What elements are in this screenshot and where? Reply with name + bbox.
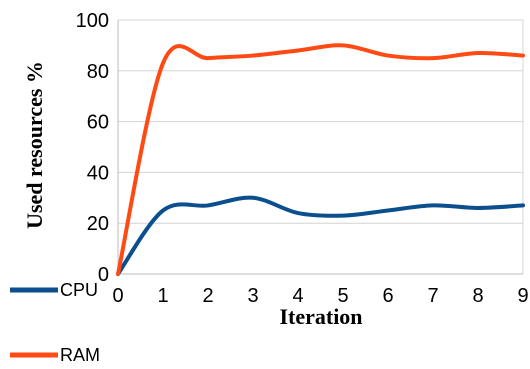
y-tick-label: 60 [87,112,109,134]
legend: CPU RAM [10,280,100,365]
x-axis-title: Iteration [279,304,362,329]
x-tick-label: 6 [382,285,393,307]
series-lines [116,43,525,276]
series-line-ram [116,43,525,276]
y-tick-label: 40 [87,162,109,184]
grid-lines [118,19,523,275]
x-tick-label: 2 [202,285,213,307]
x-tick-label: 7 [427,285,438,307]
y-tick-label: 0 [98,264,109,286]
x-tick-label: 4 [292,285,303,307]
x-tick-label: 8 [472,285,483,307]
series-line-cpu [116,195,525,276]
x-tick-label: 1 [157,285,168,307]
legend-label-cpu: CPU [60,280,98,300]
x-tick-label: 9 [517,285,528,307]
y-tick-label: 80 [87,61,109,83]
x-tick-label: 0 [112,285,123,307]
y-axis-title: Used resources % [22,61,47,229]
y-tick-label: 100 [76,10,109,32]
x-tick-label: 5 [337,285,348,307]
y-tick-labels: 0 20 40 60 80 100 [76,10,109,286]
x-tick-label: 3 [247,285,258,307]
y-tick-label: 20 [87,213,109,235]
plot-area [117,20,524,275]
x-tick-labels: 0 1 2 3 4 5 6 7 8 9 [112,285,528,307]
legend-label-ram: RAM [60,345,100,365]
